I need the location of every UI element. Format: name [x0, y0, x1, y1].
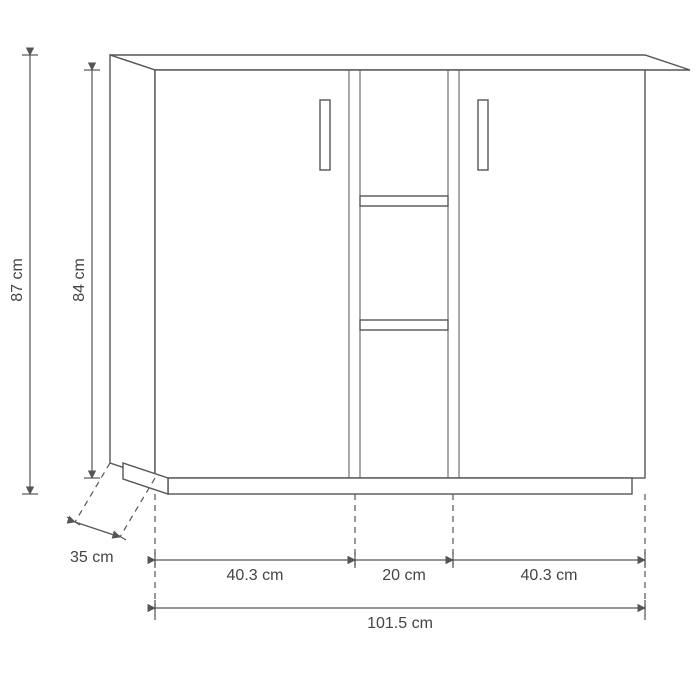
dim-overall-height: 87 cm: [9, 55, 38, 494]
label-right-door: 40.3 cm: [521, 567, 578, 584]
cabinet-dimension-drawing: 87 cm 84 cm 35 cm 40.3 cm 20 cm 40.3 cm: [0, 0, 700, 700]
label-center: 20 cm: [382, 567, 426, 584]
dim-left-door: 40.3 cm: [155, 552, 355, 584]
top-panel: [110, 55, 690, 70]
label-overall-height: 87 cm: [9, 258, 26, 302]
label-depth: 35 cm: [70, 549, 114, 566]
plinth: [168, 478, 632, 494]
right-handle: [478, 100, 488, 170]
cabinet: [110, 55, 690, 494]
front-frame: [155, 70, 645, 478]
label-left-door: 40.3 cm: [227, 567, 284, 584]
dim-right-door: 40.3 cm: [453, 552, 645, 584]
shelf-upper: [360, 196, 448, 206]
dim-overall-width: 101.5 cm: [155, 600, 645, 632]
dim-depth: 35 cm: [67, 517, 126, 566]
dim-inner-height: 84 cm: [71, 70, 100, 478]
left-handle: [320, 100, 330, 170]
label-overall-width: 101.5 cm: [367, 615, 433, 632]
label-inner-height: 84 cm: [71, 258, 88, 302]
dim-center: 20 cm: [355, 552, 453, 584]
left-side-panel: [110, 55, 155, 478]
shelf-lower: [360, 320, 448, 330]
